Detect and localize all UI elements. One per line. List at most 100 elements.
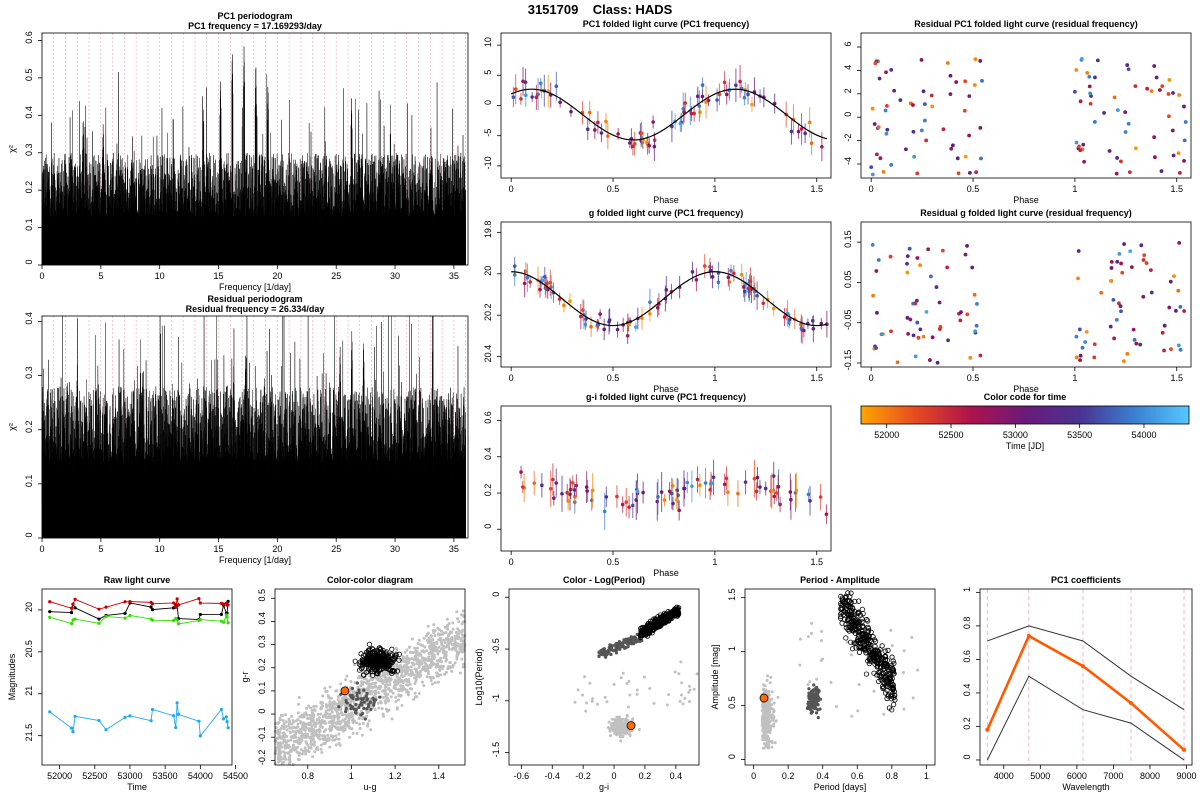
reference-point — [283, 746, 287, 750]
reference-point — [770, 713, 774, 717]
reference-point — [423, 668, 427, 672]
reference-point — [379, 700, 383, 704]
data-point — [1107, 149, 1112, 153]
reference-point — [330, 705, 334, 709]
data-point — [1083, 340, 1088, 344]
reference-point — [296, 711, 300, 715]
data-point — [874, 152, 879, 157]
class-point — [360, 703, 364, 707]
data-point — [616, 132, 620, 136]
data-point — [958, 318, 963, 323]
reference-point — [425, 675, 429, 679]
reference-point — [394, 679, 398, 683]
x-tick-label: 52000 — [47, 771, 72, 781]
data-point — [787, 317, 792, 322]
data-point — [750, 102, 754, 107]
reference-point — [415, 675, 419, 679]
data-point — [1087, 84, 1092, 89]
class-point-open — [367, 650, 373, 656]
reference-point — [290, 714, 294, 718]
y-tick-label: 0.2 — [24, 181, 34, 194]
data-point — [604, 119, 608, 124]
reference-point — [679, 693, 683, 697]
reference-point — [768, 681, 772, 685]
class-point — [369, 707, 373, 712]
data-point — [1092, 355, 1097, 360]
data-point — [641, 490, 645, 495]
reference-point — [453, 645, 457, 649]
class-point-open — [643, 632, 649, 638]
reference-point — [459, 646, 463, 650]
class-point-open — [853, 645, 859, 651]
reference-point — [678, 699, 682, 703]
y-tick-label: 21 — [24, 686, 34, 696]
class-point — [816, 708, 820, 712]
data-point — [538, 81, 543, 86]
data-point — [598, 312, 602, 316]
x-tick-label: 25 — [331, 544, 341, 554]
class-point — [818, 697, 823, 701]
reference-point — [388, 683, 392, 687]
y-tick-label: 1 — [962, 587, 972, 592]
data-point — [1108, 324, 1113, 329]
reference-point — [455, 617, 459, 621]
reference-point — [409, 668, 413, 672]
class-point — [618, 642, 622, 647]
data-point — [876, 258, 881, 262]
data-point — [903, 147, 908, 152]
reference-point — [397, 698, 401, 702]
data-point — [585, 489, 590, 493]
x-tick-label: 0 — [39, 544, 44, 554]
reference-point — [369, 728, 373, 732]
reference-point — [276, 736, 280, 740]
x-axis-label: Frequency [1/day] — [219, 555, 291, 565]
data-point — [584, 485, 589, 489]
class-point — [610, 645, 614, 649]
reference-point — [620, 720, 624, 724]
data-point — [1074, 140, 1079, 145]
reference-point — [761, 720, 765, 724]
reference-point — [460, 650, 464, 654]
reference-point — [314, 747, 318, 751]
reference-point — [457, 632, 461, 636]
data-point — [522, 281, 527, 286]
reference-point — [424, 658, 428, 662]
data-point — [970, 265, 975, 270]
data-point — [726, 275, 731, 280]
reference-point — [687, 700, 691, 704]
class-point — [597, 654, 601, 659]
class-point — [362, 688, 366, 692]
y-tick-label: 0.1 — [24, 218, 34, 231]
class-point-open — [879, 643, 885, 649]
reference-point — [331, 738, 335, 742]
reference-point — [384, 679, 388, 683]
figure-title: 3151709 Class: HADS — [0, 2, 1200, 17]
reference-point — [766, 729, 770, 733]
reference-point — [648, 687, 652, 691]
reference-point — [299, 748, 303, 752]
chart-title: PC1 periodogram — [217, 11, 292, 21]
reference-point — [403, 687, 407, 691]
reference-point — [311, 755, 315, 759]
x-tick-label: 54000 — [188, 771, 213, 781]
reference-point — [347, 712, 351, 716]
y-tick-label: 0.05 — [843, 271, 853, 289]
y-tick-label: 0 — [24, 532, 34, 537]
y-tick-label: 19.8 — [483, 221, 493, 239]
reference-point — [679, 660, 683, 664]
reference-point — [677, 672, 681, 676]
x-tick-label: 25 — [331, 271, 341, 281]
reference-point — [421, 656, 425, 660]
x-tick-label: 1.4 — [433, 771, 446, 781]
reference-point — [386, 683, 390, 687]
class-point-open — [396, 651, 402, 657]
data-point — [1078, 358, 1082, 363]
y-tick-label: 0.5 — [727, 696, 737, 709]
data-point — [540, 278, 545, 283]
reference-point — [764, 745, 768, 749]
x-tick-label: 8000 — [1140, 771, 1160, 781]
class-point-open — [660, 615, 667, 622]
class-point — [614, 651, 619, 655]
data-point — [874, 346, 879, 350]
